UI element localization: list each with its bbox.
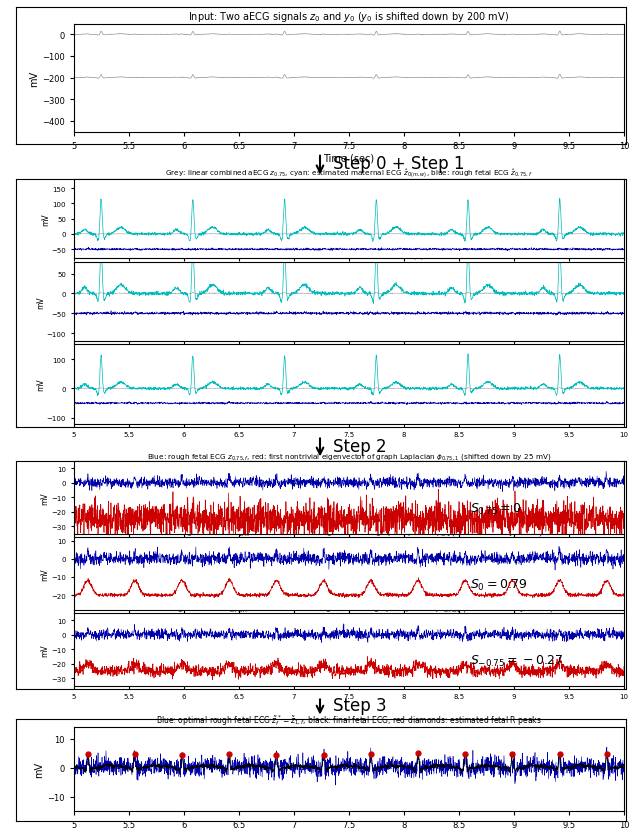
Title: Grey: linear combined aECG $z_{-0.75}$, cyan: estimated maternal ECG $\hat{z}_{-: Grey: linear combined aECG $z_{-0.75}$, … [158, 333, 540, 345]
Title: Blue: rough fetal ECG $z_{0.75,f}$, red: first nontrivial eigenvector of graph L: Blue: rough fetal ECG $z_{0.75,f}$, red:… [147, 451, 551, 461]
Title: Blue: optimal rough fetal ECG $\tilde{z}_f^* = \tilde{z}_{1,f}$, black: final fe: Blue: optimal rough fetal ECG $\tilde{z}… [156, 713, 541, 728]
Y-axis label: mV: mV [36, 378, 45, 391]
Y-axis label: mV: mV [41, 492, 50, 504]
Text: $S_0=0.79$: $S_0=0.79$ [470, 577, 527, 592]
Y-axis label: mV: mV [41, 567, 50, 580]
Text: $S_{0.75}=0$: $S_{0.75}=0$ [470, 501, 522, 516]
Y-axis label: mV: mV [41, 213, 50, 226]
Y-axis label: mV: mV [29, 70, 39, 87]
Text: Step 3: Step 3 [333, 696, 387, 715]
Title: Input: Two aECG signals $z_0$ and $y_0$ ($y_0$ is shifted down by 200 mV): Input: Two aECG signals $z_0$ and $y_0$ … [188, 11, 509, 24]
Y-axis label: mV: mV [35, 761, 44, 777]
Text: Step 0 + Step 1: Step 0 + Step 1 [333, 155, 464, 173]
X-axis label: Time (sec): Time (sec) [323, 153, 374, 163]
Title: Blue: rough fetal ECG $z_{1,f}$, red: first nontrivial eigenvector of graph Lapl: Blue: rough fetal ECG $z_{1,f}$, red: fi… [154, 527, 543, 537]
Y-axis label: mV: mV [36, 296, 45, 308]
Title: Grey: linear combined aECG $z_{0.75}$, cyan: estimated maternal ECG $\hat{z}_{0(: Grey: linear combined aECG $z_{0.75}$, c… [165, 167, 532, 180]
Y-axis label: mV: mV [41, 643, 50, 656]
Text: $S_{-0.75}=-0.27$: $S_{-0.75}=-0.27$ [470, 653, 563, 668]
Title: Blue: rough fetal ECG $z_{0.75,f}$, red: first nontrivial eigenvector of graph L: Blue: rough fetal ECG $z_{0.75,f}$, red:… [145, 604, 553, 614]
Text: Step 2: Step 2 [333, 437, 387, 455]
Title: Grey: linear combined aECG $z_1$, cyan: estimated maternal ECG $\hat{z}_{1(m)}$,: Grey: linear combined aECG $z_1$, cyan: … [176, 250, 522, 262]
